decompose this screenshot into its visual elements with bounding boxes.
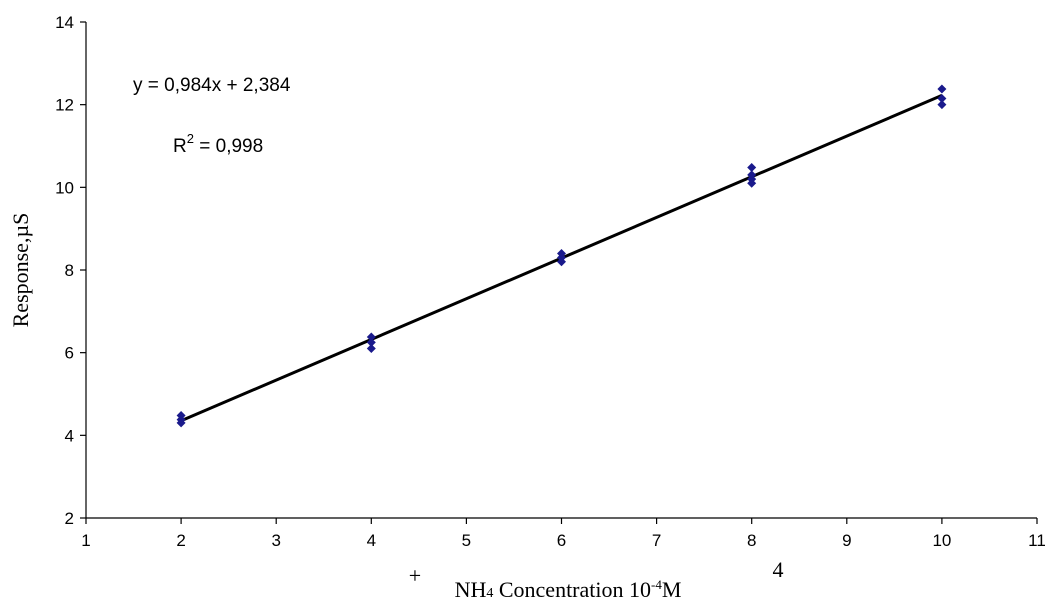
x-tick-label: 7 bbox=[652, 531, 661, 550]
x-title-superscript: + bbox=[409, 563, 421, 588]
x-tick-label: 3 bbox=[271, 531, 280, 550]
y-tick-label: 4 bbox=[65, 426, 74, 445]
data-point bbox=[747, 170, 757, 180]
r-squared-prefix: R bbox=[173, 136, 187, 157]
x-title-middle: Concentration 10 bbox=[493, 577, 651, 602]
x-title-stray-mark: 4 bbox=[773, 557, 784, 582]
y-tick-label: 10 bbox=[55, 178, 74, 197]
r-squared-annotation: R2 = 0,998 bbox=[173, 131, 263, 157]
x-tick-label: 9 bbox=[842, 531, 851, 550]
x-title-subscript: 4 bbox=[486, 586, 493, 601]
x-tick-label: 1 bbox=[81, 531, 90, 550]
x-title-prefix: NH bbox=[455, 577, 487, 602]
r-squared-value: = 0,998 bbox=[194, 136, 263, 157]
data-points bbox=[176, 84, 947, 428]
x-title-unit: M bbox=[662, 577, 682, 602]
data-point bbox=[747, 162, 757, 172]
y-axis: 2 4 6 8 10 12 14 bbox=[55, 13, 87, 528]
y-axis-title: Response,µS bbox=[8, 213, 33, 328]
data-point bbox=[366, 344, 376, 354]
x-title-exponent: -4 bbox=[651, 577, 662, 592]
y-tick-label: 12 bbox=[55, 96, 74, 115]
data-point bbox=[176, 410, 186, 420]
data-point bbox=[366, 332, 376, 342]
data-point bbox=[557, 248, 566, 258]
data-point bbox=[937, 93, 947, 103]
equation-annotation: y = 0,984x + 2,384 bbox=[133, 75, 291, 96]
x-tick-label: 4 bbox=[367, 531, 376, 550]
x-tick-label: 11 bbox=[1028, 531, 1046, 550]
y-tick-label: 14 bbox=[55, 13, 74, 32]
x-tick-label: 10 bbox=[932, 531, 951, 550]
x-axis: 1 2 3 4 5 6 7 8 9 10 11 bbox=[81, 517, 1046, 550]
x-tick-label: 6 bbox=[557, 531, 566, 550]
data-point bbox=[937, 84, 947, 94]
x-axis-title: NH4 Concentration 10-4M bbox=[455, 577, 682, 602]
data-point bbox=[937, 100, 947, 110]
y-tick-label: 6 bbox=[65, 344, 74, 363]
x-tick-label: 8 bbox=[747, 531, 756, 550]
x-tick-label: 5 bbox=[462, 531, 471, 550]
y-tick-label: 8 bbox=[65, 261, 74, 280]
x-tick-label: 2 bbox=[176, 531, 185, 550]
y-tick-label: 2 bbox=[65, 509, 74, 528]
r-squared-exponent: 2 bbox=[187, 131, 194, 146]
data-point bbox=[366, 337, 376, 347]
